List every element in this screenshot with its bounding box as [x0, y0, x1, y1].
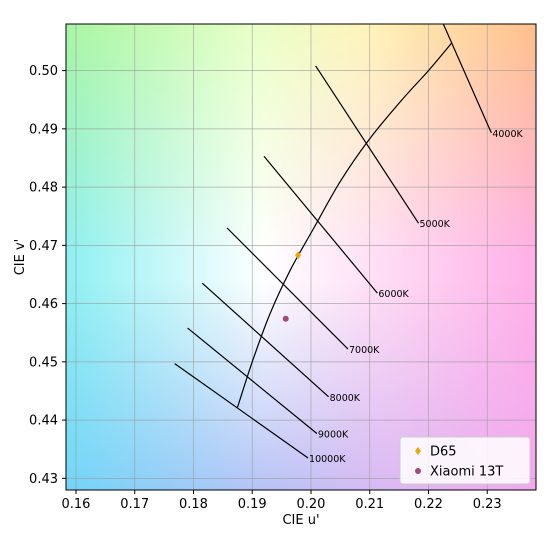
- grid-lines: [66, 24, 536, 490]
- x-tick-label: 0.17: [120, 497, 149, 512]
- legend-label: Xiaomi 13T: [430, 465, 503, 480]
- x-tick-label: 0.20: [297, 497, 326, 512]
- isotherm-6000k: [263, 155, 378, 294]
- isotherm-label: 4000K: [492, 129, 523, 140]
- legend-label: D65: [430, 445, 457, 460]
- legend-box: [399, 436, 531, 485]
- x-tick-label: 0.21: [355, 497, 384, 512]
- isotherm-label: 9000K: [318, 429, 349, 440]
- isotherm-label: 7000K: [349, 345, 380, 356]
- y-tick-label: 0.47: [29, 239, 58, 254]
- x-axis-label: CIE u': [282, 513, 319, 528]
- x-axis-ticks: 0.16 0.17 0.18 0.19 0.20 0.21 0.22 0.23: [62, 490, 502, 512]
- y-axis-ticks: 0.43 0.44 0.45 0.46 0.47 0.48 0.49 0.50: [29, 64, 66, 487]
- x-tick-label: 0.16: [62, 497, 91, 512]
- x-tick-label: 0.23: [473, 497, 502, 512]
- y-tick-label: 0.48: [29, 181, 58, 196]
- isotherm-7000k: [226, 227, 349, 350]
- planckian-locus: [236, 42, 453, 408]
- plot-background: [66, 24, 536, 490]
- isotherm-label: 5000K: [420, 219, 451, 230]
- legend: D65 Xiaomi 13T: [399, 436, 531, 485]
- marker-xiaomi-13t: [415, 468, 421, 474]
- x-tick-label: 0.18: [179, 497, 208, 512]
- y-tick-label: 0.45: [29, 355, 58, 370]
- isotherm-label: 6000K: [378, 289, 409, 300]
- isotherm-10000k: [174, 363, 309, 459]
- isotherm-4000k: [442, 24, 492, 134]
- plot-frame: [65, 23, 537, 491]
- data-markers: [282, 251, 302, 322]
- plot-lines: [174, 24, 492, 459]
- isotherm-5000k: [315, 65, 420, 224]
- marker-d65: [415, 447, 421, 455]
- isotherm-label: 10000K: [309, 454, 346, 465]
- marker-xiaomi-13t: [282, 315, 289, 322]
- y-tick-label: 0.44: [29, 414, 58, 429]
- isotherm-label: 8000K: [330, 393, 361, 404]
- y-tick-label: 0.49: [29, 122, 58, 137]
- y-axis-label: CIE v': [13, 239, 28, 276]
- marker-d65: [295, 251, 302, 260]
- isotherm-9000k: [187, 327, 318, 434]
- y-tick-label: 0.46: [29, 297, 58, 312]
- cct-labels: 4000K 5000K 6000K 7000K 8000K 9000K 10000K: [309, 129, 523, 465]
- y-tick-label: 0.43: [29, 472, 58, 487]
- isotherm-8000k: [201, 282, 330, 398]
- x-tick-label: 0.19: [238, 497, 267, 512]
- y-tick-label: 0.50: [29, 64, 58, 79]
- x-tick-label: 0.22: [414, 497, 443, 512]
